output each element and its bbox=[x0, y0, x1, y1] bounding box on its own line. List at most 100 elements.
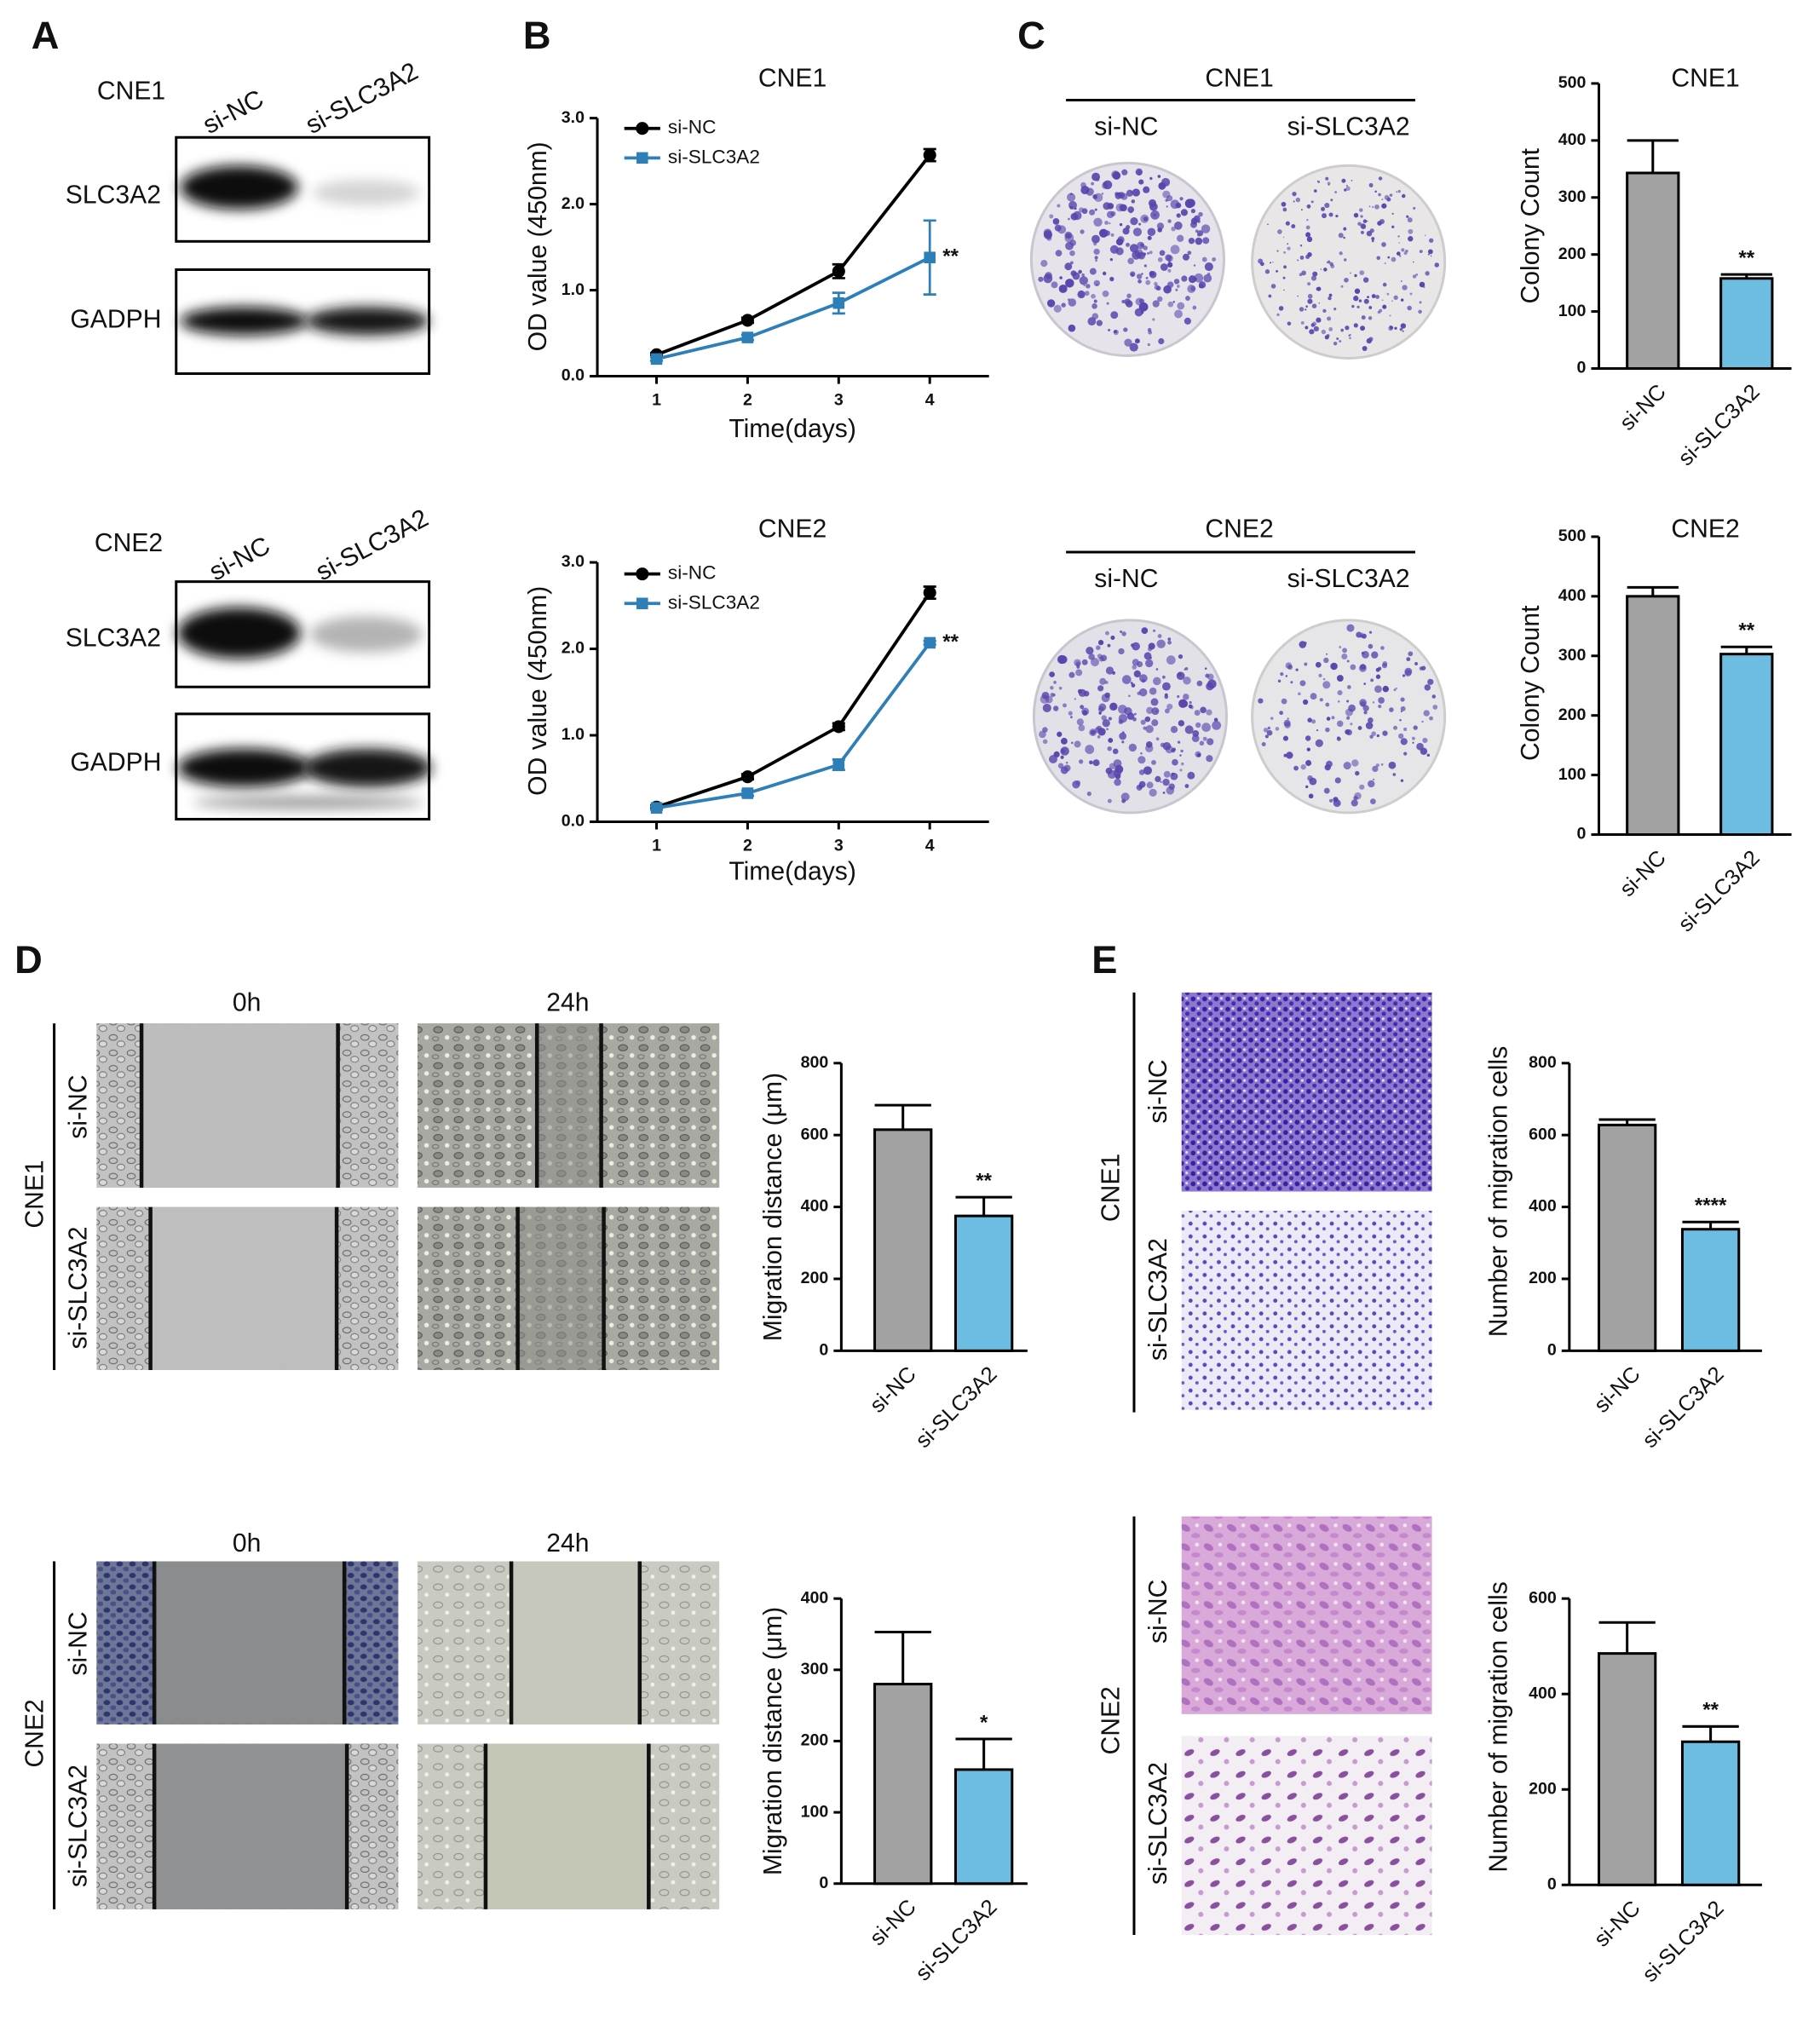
colony bbox=[1072, 780, 1080, 789]
colony bbox=[1305, 225, 1310, 230]
y-tick-label: 200 bbox=[1558, 705, 1587, 724]
colony bbox=[1206, 709, 1212, 716]
colony bbox=[1145, 276, 1149, 279]
colony bbox=[1042, 739, 1048, 745]
colony bbox=[1097, 706, 1104, 712]
y-tick-label: 100 bbox=[1558, 765, 1587, 784]
colony bbox=[1151, 707, 1160, 716]
colony bbox=[1172, 758, 1178, 766]
colony bbox=[1403, 751, 1408, 756]
colony bbox=[1333, 797, 1338, 802]
group-label: si-NC bbox=[65, 1611, 93, 1675]
colony bbox=[1359, 270, 1365, 276]
colony bbox=[1126, 242, 1130, 247]
panel-letter: E bbox=[1091, 938, 1117, 982]
colony bbox=[1371, 294, 1376, 299]
colony bbox=[1052, 218, 1060, 225]
colony bbox=[1157, 175, 1161, 178]
colony bbox=[1131, 273, 1134, 277]
colony bbox=[1382, 304, 1387, 309]
colony bbox=[1167, 262, 1173, 268]
colony bbox=[1402, 193, 1406, 199]
colony bbox=[1371, 651, 1379, 659]
colony bbox=[1143, 766, 1152, 775]
colony bbox=[1068, 671, 1075, 678]
y-tick-label: 0 bbox=[819, 1341, 828, 1360]
colony bbox=[1429, 238, 1434, 243]
y-tick-label: 200 bbox=[801, 1731, 829, 1750]
colony bbox=[1194, 710, 1201, 717]
colony bbox=[1426, 753, 1431, 757]
colony bbox=[1188, 237, 1195, 245]
colony bbox=[1091, 172, 1101, 181]
colony bbox=[1093, 248, 1100, 256]
colony bbox=[1359, 208, 1363, 212]
bar bbox=[953, 1214, 1014, 1352]
bar bbox=[1626, 595, 1680, 837]
colony bbox=[1345, 325, 1350, 331]
colony bbox=[1201, 224, 1211, 233]
colony bbox=[1283, 265, 1287, 269]
colony bbox=[1091, 293, 1096, 299]
group-label: si-NC bbox=[65, 1074, 93, 1138]
colony bbox=[1165, 199, 1168, 202]
colony bbox=[1409, 292, 1413, 296]
colony bbox=[1077, 290, 1086, 299]
colony bbox=[1413, 725, 1418, 730]
colony bbox=[1079, 276, 1089, 285]
colony bbox=[1204, 667, 1207, 670]
bar bbox=[1680, 1740, 1741, 1886]
colony bbox=[1430, 255, 1432, 257]
wound-area bbox=[154, 1561, 345, 1724]
colony bbox=[1090, 729, 1096, 735]
colony bbox=[1350, 664, 1356, 671]
colony bbox=[1130, 682, 1133, 684]
colony bbox=[1408, 236, 1414, 242]
colony bbox=[1305, 305, 1308, 308]
colony bbox=[1305, 785, 1309, 789]
colony bbox=[1057, 731, 1063, 737]
colony bbox=[1043, 273, 1053, 284]
colony bbox=[1095, 259, 1098, 262]
colony bbox=[1144, 716, 1151, 723]
colony bbox=[1387, 256, 1391, 259]
colony bbox=[1330, 199, 1333, 202]
y-axis-label: Colony Count bbox=[1517, 147, 1545, 303]
lane-label: si-NC bbox=[199, 84, 268, 139]
colony bbox=[1319, 698, 1323, 702]
colony bbox=[1412, 741, 1414, 744]
colony bbox=[1293, 765, 1299, 771]
marker bbox=[741, 787, 754, 799]
colony bbox=[1356, 305, 1360, 308]
colony bbox=[1059, 276, 1063, 279]
colony bbox=[1127, 206, 1135, 213]
colony bbox=[1318, 673, 1322, 677]
colony bbox=[1101, 715, 1107, 721]
colony bbox=[1093, 279, 1101, 287]
time-label: 0h bbox=[233, 1529, 262, 1557]
colony bbox=[1166, 786, 1175, 795]
colony bbox=[1098, 228, 1109, 238]
colony bbox=[1280, 672, 1284, 677]
marker bbox=[650, 802, 663, 815]
colony bbox=[1420, 747, 1428, 755]
colony bbox=[1414, 662, 1418, 665]
colony bbox=[1180, 700, 1189, 708]
colony bbox=[1413, 206, 1416, 210]
colony bbox=[1101, 694, 1110, 703]
colony bbox=[1285, 221, 1290, 226]
colony bbox=[1043, 230, 1053, 239]
group-label: si-SLC3A2 bbox=[1144, 1762, 1172, 1885]
colony bbox=[1354, 288, 1361, 294]
x-tick-label: 1 bbox=[652, 390, 661, 409]
colony bbox=[1086, 284, 1091, 289]
y-axis-label: OD value (450nm) bbox=[524, 141, 552, 351]
colony bbox=[1145, 744, 1154, 752]
colony bbox=[1398, 242, 1400, 244]
colony bbox=[1324, 764, 1331, 771]
colony bbox=[1162, 190, 1171, 199]
colony bbox=[1380, 763, 1384, 766]
colony bbox=[1305, 325, 1309, 330]
colony bbox=[1161, 682, 1171, 691]
band bbox=[309, 616, 423, 653]
